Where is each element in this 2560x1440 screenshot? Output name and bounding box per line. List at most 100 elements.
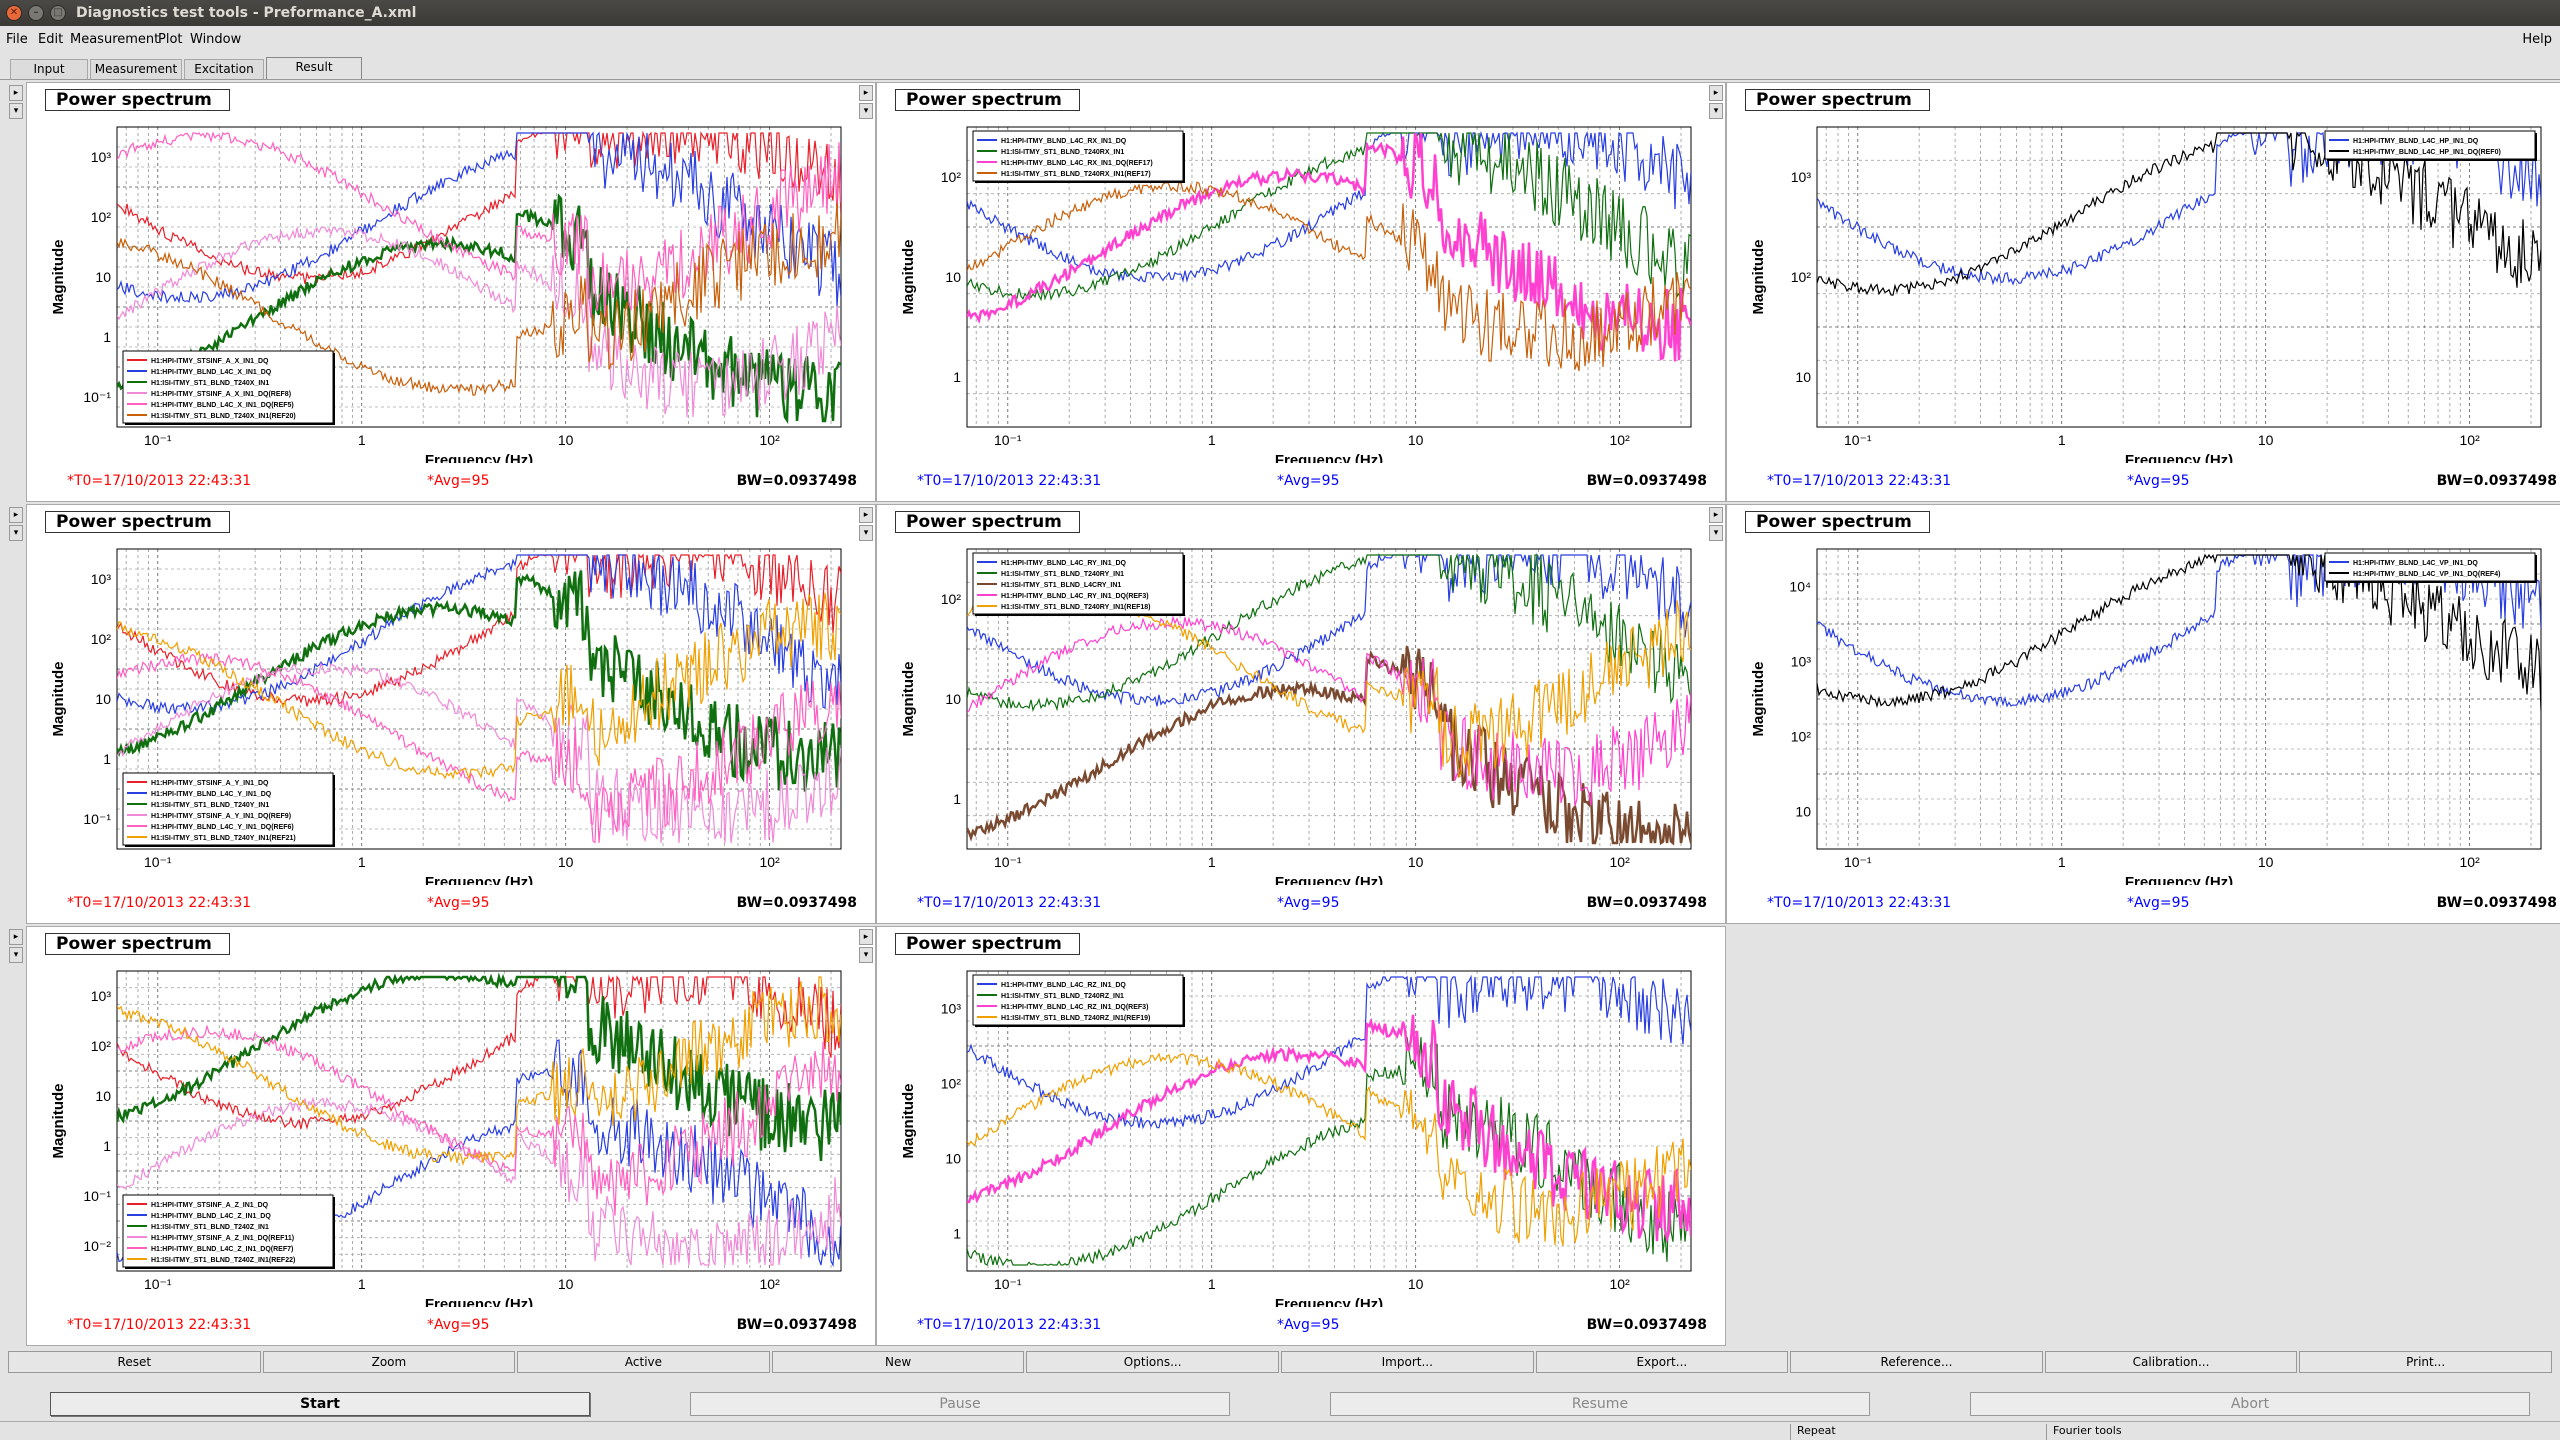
panel-expand-icon[interactable]: ▸ <box>859 85 873 101</box>
x-axis-label: Frequency (Hz) <box>2125 452 2233 463</box>
plot-title[interactable]: Power spectrum <box>895 933 1080 955</box>
new-button[interactable]: New <box>771 1351 1025 1373</box>
plot-button-row: Reset Zoom Active New Options... Import.… <box>8 1351 2554 1375</box>
panel-options-icon[interactable]: ▾ <box>9 525 23 541</box>
menu-measurement[interactable]: Measurement <box>70 32 160 47</box>
tab-measurement[interactable]: Measurement <box>90 59 182 79</box>
panel-options-icon[interactable]: ▾ <box>859 525 873 541</box>
resume-button[interactable]: Resume <box>1330 1392 1870 1416</box>
stat-avg: *Avg=95 <box>2127 895 2190 911</box>
plot-panel[interactable]: ▸ ▾ Power spectrum 10⁴ 10³ 10² 10 10⁻¹ 1 10 10² Fre… <box>1709 504 2560 924</box>
tab-excitation[interactable]: Excitation <box>184 59 264 79</box>
stat-t0: *T0=17/10/2013 22:43:31 <box>1767 895 1952 911</box>
active-button[interactable]: Active <box>517 1351 770 1373</box>
y-tick-label: 10⁻¹ <box>83 1188 111 1204</box>
plot-title[interactable]: Power spectrum <box>1745 89 1930 111</box>
legend-entry: H1:HPI-ITMY_BLND_L4C_RX_IN1_DQ(REF17) <box>1001 160 1153 167</box>
calibration-button[interactable]: Calibration... <box>2044 1351 2298 1373</box>
tab-result[interactable]: Result <box>266 57 362 80</box>
menu-bar: File Edit Measurement Plot Window Help <box>0 26 2560 52</box>
x-tick-label: 10⁻¹ <box>994 1276 1022 1292</box>
minimize-icon[interactable]: – <box>28 5 44 21</box>
menu-file[interactable]: File <box>6 32 28 47</box>
y-tick-label: 10³ <box>91 988 112 1004</box>
panel-options-icon[interactable]: ▾ <box>859 947 873 963</box>
x-axis-label: Frequency (Hz) <box>425 874 533 885</box>
y-tick-label: 10³ <box>1791 654 1812 670</box>
plot-title[interactable]: Power spectrum <box>895 511 1080 533</box>
panel-options-icon[interactable]: ▾ <box>9 103 23 119</box>
legend-entry: H1:HPI-ITMY_BLND_L4C_RY_IN1_DQ(REF3) <box>1001 593 1149 600</box>
plot-title[interactable]: Power spectrum <box>45 511 230 533</box>
y-tick-label: 10² <box>941 591 962 607</box>
spectrum-plot: 10³ 10² 10 10⁻¹ 1 10 10² Frequency (Hz) Magnitud… <box>1750 126 2542 463</box>
plot-panel[interactable]: ▸ ▾ Power spectrum 10³ 10² 10 10⁻¹ 1 10 10² Freque… <box>1709 82 2560 502</box>
x-tick-label: 1 <box>1208 854 1216 870</box>
spectrum-trace <box>1817 553 2541 711</box>
menu-edit[interactable]: Edit <box>38 32 64 47</box>
plot-panel[interactable]: ▸ ▾ Power spectrum 10³ 10² 10 1 10⁻¹ 10⁻² 10⁻¹ 1 10… <box>9 926 876 1346</box>
plot-panel[interactable]: ▸ ▾ Power spectrum 10³ 10² 10 1 10⁻¹ 1 10 10² Frequ… <box>859 926 1726 1346</box>
panel-options-icon[interactable]: ▾ <box>859 103 873 119</box>
menu-plot[interactable]: Plot <box>158 32 183 47</box>
abort-button[interactable]: Abort <box>1970 1392 2530 1416</box>
import-button[interactable]: Import... <box>1280 1351 1534 1373</box>
spectrum-trace <box>967 180 1691 372</box>
panel-expand-icon[interactable]: ▸ <box>9 85 23 101</box>
x-tick-label: 1 <box>1208 432 1216 448</box>
panel-options-icon[interactable]: ▾ <box>9 947 23 963</box>
export-button[interactable]: Export... <box>1535 1351 1789 1373</box>
stat-bw: BW=0.0937498 <box>736 895 857 911</box>
plot-title[interactable]: Power spectrum <box>1745 511 1930 533</box>
panel-expand-icon[interactable]: ▸ <box>859 929 873 945</box>
plot-panel[interactable]: ▸ ▾ Power spectrum 10² 10 1 10⁻¹ 1 10 10² Frequenc… <box>859 82 1726 502</box>
plot-panel[interactable]: ▸ ▾ Power spectrum 10³ 10² 10 1 10⁻¹ 10⁻¹ 1 10 10² F… <box>9 82 876 502</box>
x-tick-label: 10² <box>1610 1276 1631 1292</box>
y-tick-label: 10 <box>945 1151 961 1167</box>
panel-expand-icon[interactable]: ▸ <box>9 929 23 945</box>
x-tick-label: 10⁻¹ <box>144 854 172 870</box>
options-button[interactable]: Options... <box>1026 1351 1279 1373</box>
panel-expand-icon[interactable]: ▸ <box>1709 85 1723 101</box>
plot-title[interactable]: Power spectrum <box>45 933 230 955</box>
panel-options-icon[interactable]: ▾ <box>1709 525 1723 541</box>
y-tick-label: 10² <box>1791 729 1812 745</box>
y-tick-label: 1 <box>103 329 111 345</box>
reference-button[interactable]: Reference... <box>1790 1351 2043 1373</box>
plot-panel[interactable]: ▸ ▾ Power spectrum 10² 10 1 10⁻¹ 1 10 10² Frequenc… <box>859 504 1726 924</box>
y-tick-label: 10 <box>1795 369 1811 385</box>
zoom-button[interactable]: Zoom <box>262 1351 516 1373</box>
legend-entry: H1:HPI-ITMY_BLND_L4C_Z_IN1_DQ(REF7) <box>151 1246 293 1253</box>
panel-expand-icon[interactable]: ▸ <box>9 507 23 523</box>
menu-help[interactable]: Help <box>2522 32 2552 47</box>
panel-expand-icon[interactable]: ▸ <box>1709 507 1723 523</box>
legend: H1:HPI-ITMY_BLND_L4C_RX_IN1_DQ H1:ISI-ITM… <box>972 130 1185 183</box>
x-tick-label: 10² <box>760 1276 781 1292</box>
plot-panel[interactable]: ▸ ▾ Power spectrum 10³ 10² 10 1 10⁻¹ 10⁻¹ 1 10 10² F… <box>9 504 876 924</box>
panel-expand-icon[interactable]: ▸ <box>859 507 873 523</box>
x-tick-label: 1 <box>1208 1276 1216 1292</box>
plot-title[interactable]: Power spectrum <box>45 89 230 111</box>
trace-group <box>117 130 841 424</box>
legend-entry: H1:HPI-ITMY_BLND_L4C_RX_IN1_DQ <box>1001 138 1127 145</box>
start-button[interactable]: Start <box>50 1392 590 1416</box>
legend: H1:HPI-ITMY_STSINF_A_Z_IN1_DQ H1:HPI-ITMY… <box>122 1194 335 1269</box>
menu-window[interactable]: Window <box>190 32 242 47</box>
print-button[interactable]: Print... <box>2299 1351 2552 1373</box>
x-axis-label: Frequency (Hz) <box>1275 452 1383 463</box>
x-tick-label: 10 <box>2258 854 2274 870</box>
reset-button[interactable]: Reset <box>8 1351 261 1373</box>
panel-options-icon[interactable]: ▾ <box>1709 103 1723 119</box>
legend: H1:HPI-ITMY_BLND_L4C_HP_IN1_DQ H1:HPI-ITM… <box>2324 130 2537 161</box>
maximize-icon[interactable]: □ <box>50 5 66 21</box>
close-icon[interactable]: ✕ <box>6 5 22 21</box>
y-axis-label: Magnitude <box>50 240 67 315</box>
x-axis-label: Frequency (Hz) <box>2125 874 2233 885</box>
pause-button[interactable]: Pause <box>690 1392 1230 1416</box>
legend-entry: H1:HPI-ITMY_STSINF_A_X_IN1_DQ(REF8) <box>151 391 291 398</box>
legend-entry: H1:HPI-ITMY_BLND_L4C_Z_IN1_DQ <box>151 1213 271 1220</box>
spectrum-trace <box>117 203 841 396</box>
plot-title[interactable]: Power spectrum <box>895 89 1080 111</box>
spectrum-plot: 10³ 10² 10 1 10⁻¹ 10⁻¹ 1 10 10² Frequency (Hz) Mag… <box>50 548 842 885</box>
tab-input[interactable]: Input <box>10 59 88 79</box>
